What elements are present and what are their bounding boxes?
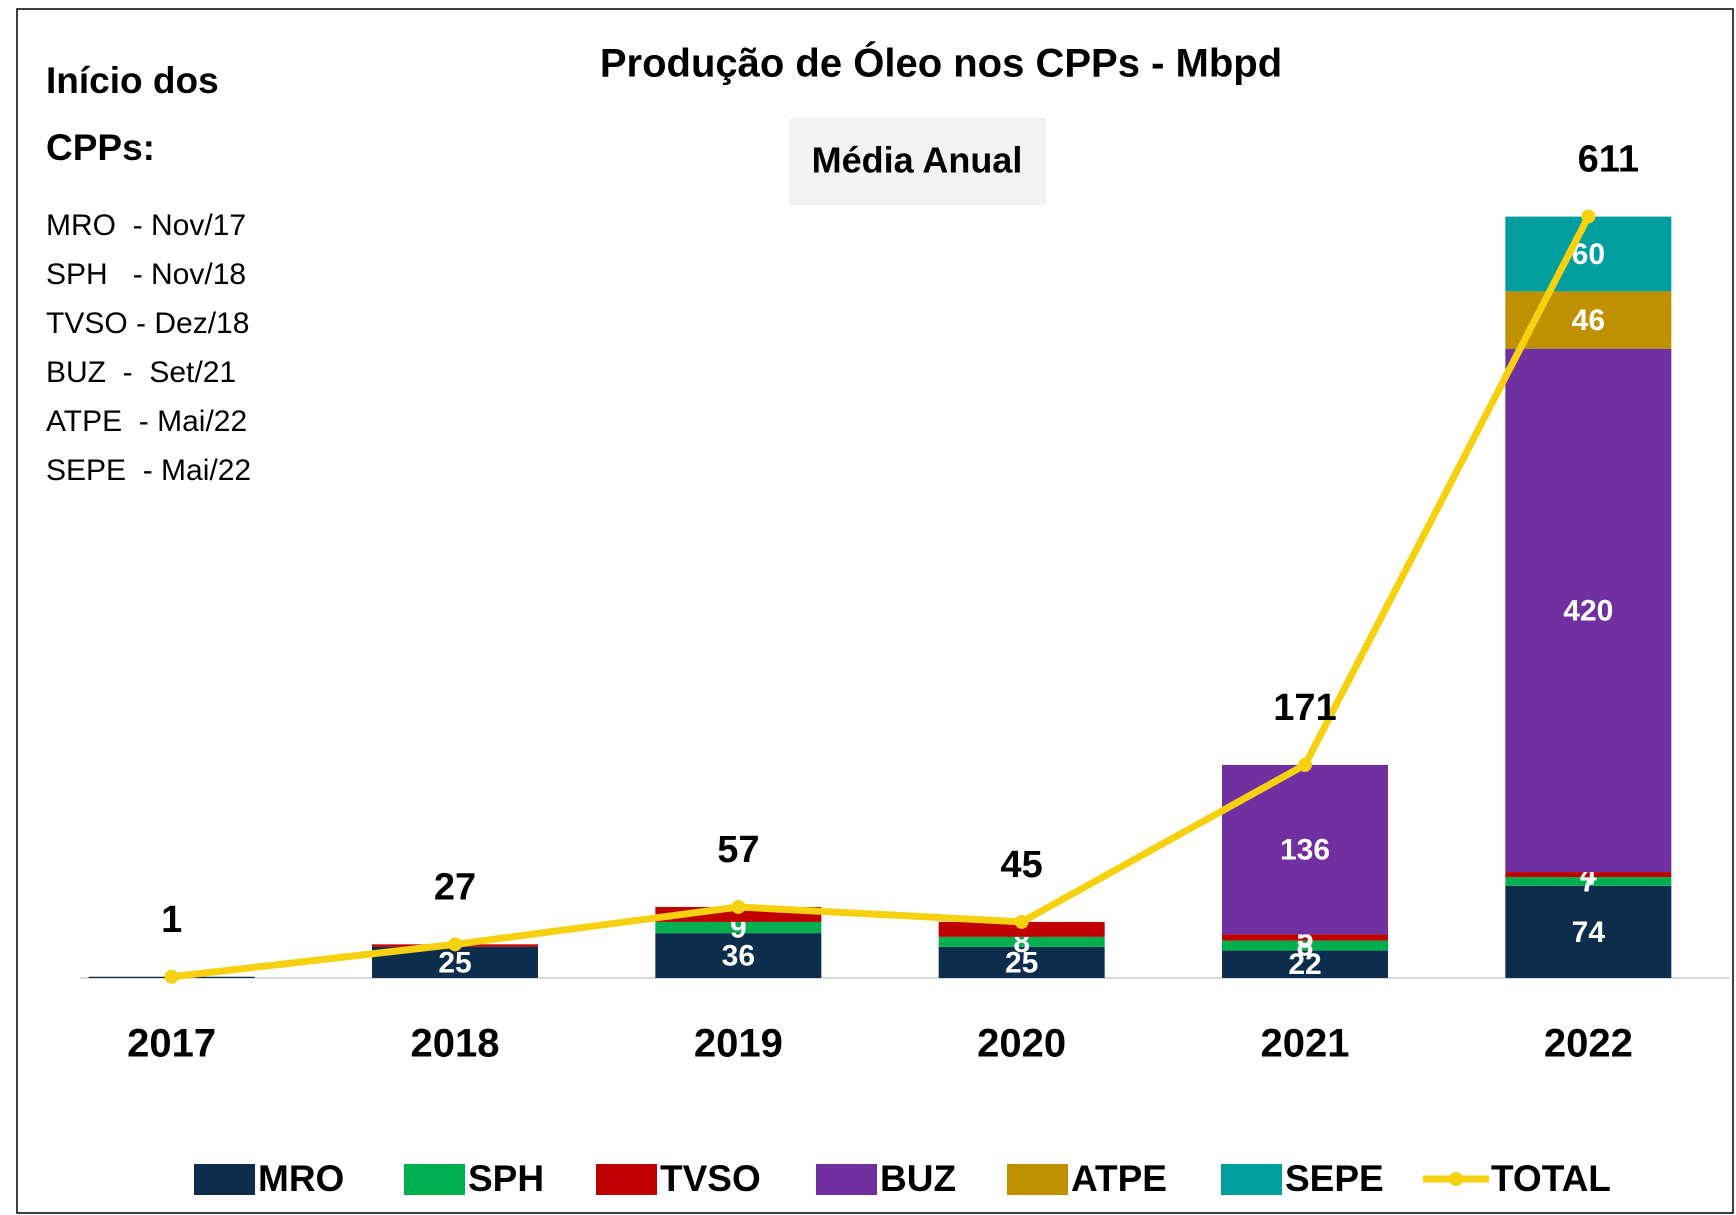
- total-label: 45: [1001, 844, 1043, 886]
- bar-segment: [655, 933, 822, 978]
- legend-label: TOTAL: [1491, 1158, 1611, 1199]
- x-tick-label: 2018: [411, 1022, 500, 1066]
- legend-swatch: [1221, 1164, 1282, 1195]
- data-label: 136: [1280, 834, 1330, 867]
- total-marker: [1581, 209, 1596, 224]
- legend-swatch: [1007, 1164, 1068, 1195]
- legend-swatch: [194, 1164, 255, 1195]
- bar-segment: [938, 921, 1105, 937]
- x-tick-label: 2022: [1544, 1022, 1633, 1066]
- legend-label: TVSO: [660, 1158, 761, 1199]
- x-tick-label: 2019: [694, 1022, 783, 1066]
- side-note: ATPE - Mai/22: [46, 405, 247, 438]
- subtitle: Média Anual: [812, 140, 1023, 181]
- legend-label: SPH: [468, 1158, 544, 1199]
- total-line: [171, 214, 1592, 981]
- data-label: 22: [1288, 948, 1321, 981]
- total-marker: [164, 969, 179, 984]
- total-marker: [1298, 757, 1312, 772]
- chart-title: Produção de Óleo nos CPPs - Mbpd: [600, 40, 1282, 86]
- subtitle-box: [789, 118, 1046, 205]
- data-label: 36: [722, 939, 755, 972]
- bar-segment: [655, 921, 822, 934]
- side-note: TVSO - Dez/18: [46, 307, 249, 340]
- total-label: 171: [1273, 687, 1336, 729]
- total-marker: [731, 899, 746, 914]
- bar-segment: [1505, 877, 1672, 886]
- frame: [16, 8, 1734, 1214]
- data-label: 74: [1572, 916, 1606, 949]
- bar-segment: [1505, 872, 1672, 878]
- side-note: BUZ - Set/21: [46, 356, 236, 389]
- x-tick-label: 2021: [1261, 1022, 1350, 1066]
- side-note: SPH - Nov/18: [46, 258, 246, 291]
- legend-label: SEPE: [1285, 1158, 1384, 1199]
- x-tick-label: 2020: [977, 1022, 1066, 1066]
- legend-swatch: [1449, 1172, 1463, 1186]
- x-tick-label: 2017: [127, 1022, 216, 1066]
- total-marker: [1014, 914, 1029, 929]
- side-note: MRO - Nov/17: [46, 209, 246, 242]
- legend-label: MRO: [258, 1158, 344, 1199]
- bar-segment: [1505, 885, 1672, 978]
- bar-segment: [1505, 216, 1672, 292]
- total-label: 1: [161, 899, 182, 941]
- legend-swatch: [816, 1164, 877, 1195]
- total-label: 57: [717, 829, 759, 871]
- side-note: SEPE - Mai/22: [46, 454, 251, 487]
- total-label: 27: [434, 866, 476, 908]
- bar-segment: [1222, 940, 1388, 951]
- data-label: 25: [438, 946, 471, 979]
- data-label: 46: [1572, 304, 1605, 337]
- legend-label: ATPE: [1071, 1158, 1167, 1199]
- bar-segment: [938, 936, 1105, 947]
- data-label: 420: [1563, 594, 1613, 627]
- side-title: Início dos: [46, 60, 219, 101]
- bar-segment: [1222, 934, 1388, 941]
- bar-segment: [1505, 348, 1672, 873]
- side-title: CPPs:: [46, 127, 155, 168]
- legend-label: BUZ: [880, 1158, 956, 1199]
- bar-segment: [1222, 950, 1388, 978]
- total-label: 611: [1578, 139, 1639, 181]
- legend-swatch: [596, 1164, 657, 1195]
- legend-swatch: [404, 1164, 465, 1195]
- data-label: 25: [1005, 946, 1038, 979]
- total-marker: [448, 937, 462, 952]
- bar-segment: [938, 946, 1105, 978]
